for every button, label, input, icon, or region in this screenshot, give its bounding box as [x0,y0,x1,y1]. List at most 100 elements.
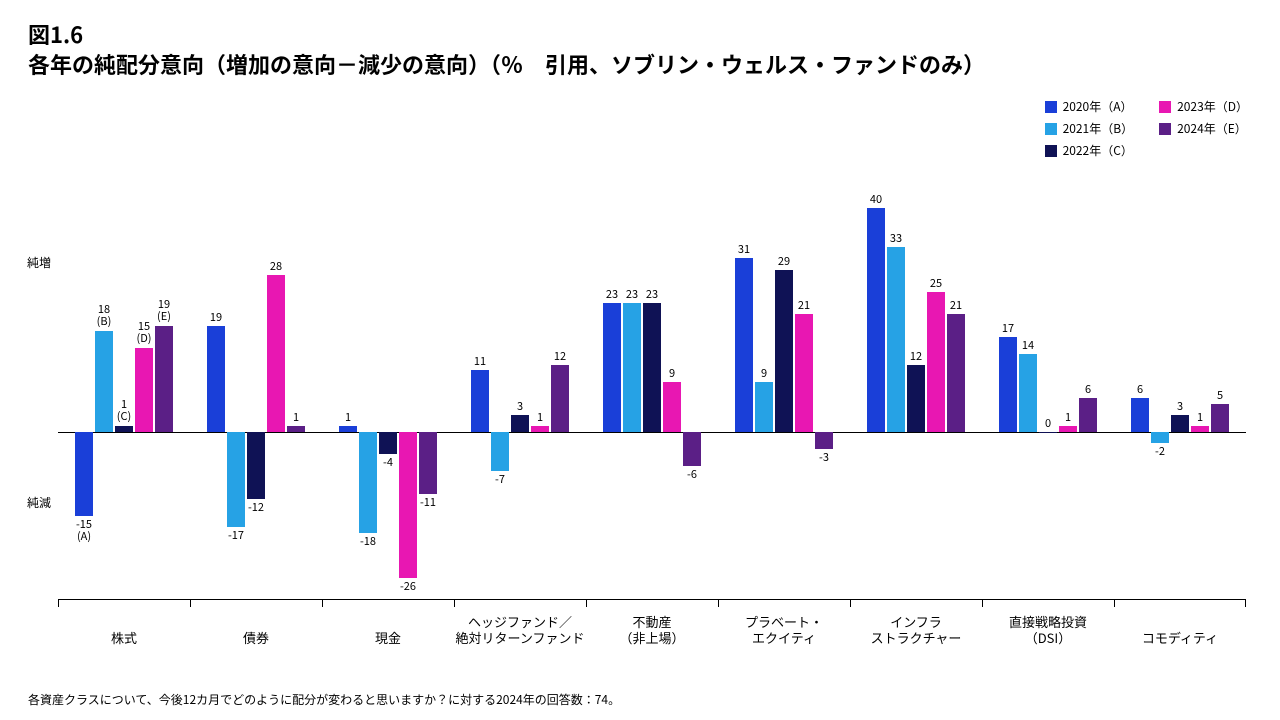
y-label-increase: 純増 [24,256,54,269]
bar-value-label: 21 [936,299,976,311]
bar [683,432,701,466]
category-group: 3192921-3プラベート・エクイティ [718,180,850,600]
category-label: ヘッジファンド／絶対リターンファンド [454,614,586,647]
bar [247,432,265,499]
category-group: 2323239-6不動産（非上場） [586,180,718,600]
bar [1191,426,1209,432]
legend-swatch [1159,123,1171,135]
tick [1245,600,1246,607]
legend-swatch [1159,101,1171,113]
tick [850,600,851,607]
tick [58,600,59,607]
bar [419,432,437,494]
figure-number: 図1.6 [28,18,83,50]
bar-value-label: -7 [480,473,520,485]
bar-value-label: -3 [804,451,844,463]
legend-item: 2024年（E） [1159,120,1248,137]
bar [471,370,489,432]
category-label: コモディティ [1114,630,1246,646]
bar [887,247,905,432]
bar-value-label: 9 [652,367,692,379]
bar-value-label: 1 [276,411,316,423]
bar-value-label: 25 [916,277,956,289]
bar [815,432,833,449]
bar [947,314,965,432]
tick [322,600,323,607]
category-label: 直接戦略投資（DSI） [982,614,1114,647]
bar-value-label: -11 [408,496,448,508]
bar-value-label: 31 [724,243,764,255]
bar-value-label: 18(B) [84,303,124,327]
bar-value-label: 29 [764,255,804,267]
legend-label: 2021年（B） [1063,120,1134,137]
category-label: 株式 [58,630,190,646]
bar-value-label: -18 [348,535,388,547]
bar-value-label: -2 [1140,445,1180,457]
legend-swatch [1045,123,1057,135]
bar [551,365,569,432]
bar-value-label: -15(A) [64,518,104,542]
legend: 2020年（A） 2021年（B） 2022年（C） 2023年（D） 2024年（E… [1045,98,1248,159]
bar [359,432,377,533]
tick [586,600,587,607]
category-group: 4033122521インフラストラクチャー [850,180,982,600]
bar-value-label: 19(E) [144,298,184,322]
legend-swatch [1045,101,1057,113]
bar-value-label: -12 [236,501,276,513]
bar-value-label: 23 [632,288,672,300]
category-group: 6-2315コモディティ [1114,180,1246,600]
legend-label: 2022年（C） [1063,142,1133,159]
footnote: 各資産クラスについて、今後12カ月でどのように配分が変わると思いますか？に対する… [28,691,620,708]
bar [1151,432,1169,443]
bar [755,382,773,432]
legend-item: 2022年（C） [1045,142,1134,159]
bar [795,314,813,432]
bar-value-label: 40 [856,193,896,205]
bar-chart: -15(A)18(B)1(C)15(D)19(E)株式19-17-12281債券… [58,180,1246,600]
category-label: 不動産（非上場） [586,614,718,647]
bar [1211,404,1229,432]
legend-label: 2024年（E） [1177,120,1247,137]
bar [267,275,285,432]
bar-value-label: 17 [988,322,1028,334]
legend-item: 2023年（D） [1159,98,1248,115]
bar-value-label: 5 [1200,389,1240,401]
bar-value-label: 33 [876,232,916,244]
bar-value-label: 19 [196,311,236,323]
bar [207,326,225,432]
bar [927,292,945,432]
category-group: 19-17-12281債券 [190,180,322,600]
bar [287,426,305,432]
bar [907,365,925,432]
figure-title: 図1.6 各年の純配分意向（増加の意向－減少の意向）（％ 引用、ソブリン・ウェル… [28,20,1252,79]
legend-col-2: 2023年（D） 2024年（E） [1159,98,1248,159]
bar [775,270,793,432]
bar-value-label: 21 [784,299,824,311]
bar [1059,426,1077,432]
bar-value-label: 1 [328,411,368,423]
bar-value-label: -17 [216,529,256,541]
legend-swatch [1045,145,1057,157]
bar [999,337,1017,432]
bar [603,303,621,432]
tick [1114,600,1115,607]
bar [75,432,93,516]
category-group: -15(A)18(B)1(C)15(D)19(E)株式 [58,180,190,600]
bar-value-label: 14 [1008,339,1048,351]
bar [1079,398,1097,432]
category-label: インフラストラクチャー [850,614,982,647]
bar [379,432,397,454]
bar [735,258,753,432]
bar [115,426,133,432]
legend-item: 2021年（B） [1045,120,1134,137]
tick [190,600,191,607]
category-group: 1714016直接戦略投資（DSI） [982,180,1114,600]
figure-page: 図1.6 各年の純配分意向（増加の意向－減少の意向）（％ 引用、ソブリン・ウェル… [0,0,1280,720]
tick [718,600,719,607]
bar [339,426,357,432]
legend-label: 2020年（A） [1063,98,1133,115]
category-group: 1-18-4-26-11現金 [322,180,454,600]
bar-value-label: 12 [540,350,580,362]
legend-item: 2020年（A） [1045,98,1134,115]
legend-label: 2023年（D） [1177,98,1248,115]
